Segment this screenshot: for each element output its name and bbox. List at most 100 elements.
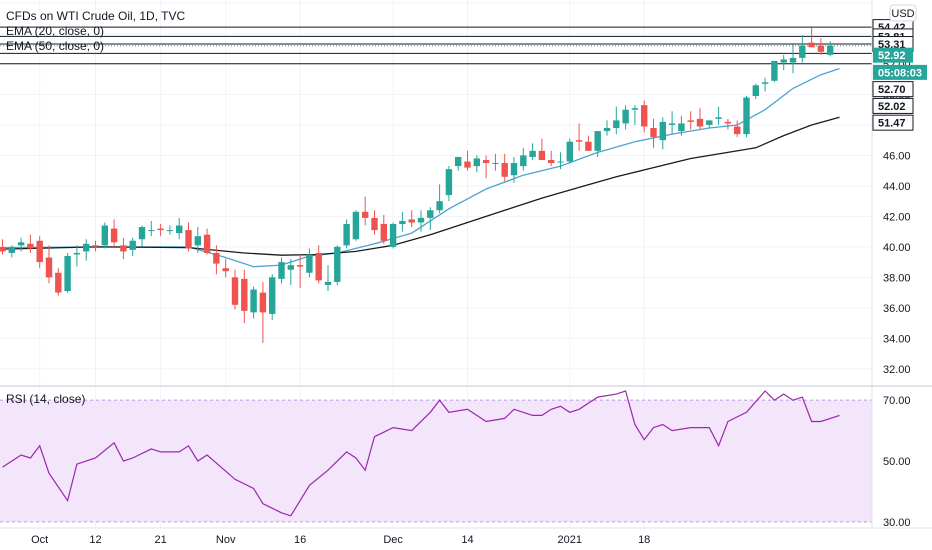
candle-body xyxy=(706,120,713,125)
candle-body xyxy=(445,169,453,196)
candle-body xyxy=(203,234,211,253)
candle xyxy=(287,259,294,285)
candle-body xyxy=(8,246,15,253)
candle-body xyxy=(120,245,127,252)
rsi-pane xyxy=(0,390,872,523)
candle xyxy=(92,240,99,252)
candle xyxy=(827,41,834,57)
candle xyxy=(510,156,518,183)
candle-body xyxy=(64,256,71,292)
candle xyxy=(399,211,406,232)
candle-body xyxy=(761,82,769,84)
candle xyxy=(222,259,229,278)
candle-body xyxy=(492,163,499,165)
candle-body xyxy=(380,224,387,241)
candle-body xyxy=(771,60,778,81)
candle-body xyxy=(752,85,759,96)
candle xyxy=(613,106,620,135)
candle xyxy=(296,254,304,288)
candle-body xyxy=(36,240,43,263)
candle-body xyxy=(101,225,108,246)
candle-body xyxy=(780,59,787,63)
candle-body xyxy=(148,230,155,232)
candle-body xyxy=(241,278,248,311)
candle xyxy=(743,96,750,138)
candle xyxy=(101,222,108,249)
candle-body xyxy=(231,277,239,305)
price-tag: 51.47 xyxy=(872,114,914,131)
candle xyxy=(17,237,25,252)
time-tick-label: Oct xyxy=(31,534,48,546)
candle xyxy=(0,239,6,255)
candle xyxy=(362,196,369,226)
ema20-legend[interactable]: EMA (20, close, 0) xyxy=(6,24,104,38)
candle xyxy=(129,237,136,256)
candle xyxy=(269,274,276,320)
candle xyxy=(464,150,471,171)
price-tag-text: 52.02 xyxy=(878,101,906,113)
candle xyxy=(213,245,220,275)
rsi-tick-label: 30.00 xyxy=(883,517,911,529)
candle-body xyxy=(696,118,704,127)
candle xyxy=(603,120,611,136)
candle-body xyxy=(613,120,620,128)
candle xyxy=(250,286,257,319)
candle xyxy=(557,152,564,170)
candle xyxy=(120,237,127,260)
candle xyxy=(482,155,490,179)
candle xyxy=(724,118,732,130)
time-tick-label: 14 xyxy=(461,534,473,546)
candle-body xyxy=(185,230,192,249)
candle xyxy=(566,138,573,164)
price-tag-bg xyxy=(872,114,914,131)
time-tick-label: 16 xyxy=(294,534,306,546)
candle xyxy=(194,227,201,253)
price-tag: 52.92 xyxy=(873,47,913,63)
candle xyxy=(315,245,322,284)
candle-body xyxy=(138,227,146,240)
candle xyxy=(696,108,704,130)
candle xyxy=(55,268,62,296)
time-tick-label: Nov xyxy=(216,534,236,546)
price-tick-label: 38.00 xyxy=(883,272,911,284)
candle-body xyxy=(668,123,676,125)
price-tick-label: 42.00 xyxy=(883,211,911,223)
candle-body xyxy=(575,140,583,142)
price-tick-label: 40.00 xyxy=(883,242,911,254)
currency-badge[interactable] xyxy=(889,4,917,22)
candle xyxy=(445,166,453,202)
candle-body xyxy=(129,240,136,250)
candle xyxy=(389,222,397,249)
candle xyxy=(455,156,462,171)
candle-body xyxy=(259,292,267,313)
price-tag-text: 52.70 xyxy=(878,84,906,96)
price-tag: 52.70 xyxy=(872,81,914,98)
candle xyxy=(324,265,332,292)
candle-body xyxy=(622,109,629,124)
candle-body xyxy=(585,141,592,151)
chart-title: CFDs on WTI Crude Oil, 1D, TVC xyxy=(6,9,185,23)
candle xyxy=(622,105,629,130)
candle xyxy=(501,153,508,182)
candle xyxy=(138,225,146,247)
candle xyxy=(687,111,694,130)
time-tick-label: 18 xyxy=(638,534,650,546)
candle xyxy=(157,224,164,237)
rsi-legend[interactable]: RSI (14, close) xyxy=(6,392,85,406)
candle-body xyxy=(278,262,285,279)
candle-body xyxy=(455,156,462,167)
candle xyxy=(36,236,43,269)
rsi-line xyxy=(2,390,840,517)
candle-body xyxy=(408,219,415,223)
candle-body xyxy=(734,126,741,135)
ema50-legend[interactable]: EMA (50, close, 0) xyxy=(6,39,104,53)
candle xyxy=(203,228,211,255)
candle-body xyxy=(557,161,564,163)
price-tag: 05:08:03 xyxy=(873,64,927,80)
candle xyxy=(408,210,415,228)
candle-body xyxy=(436,201,443,211)
candle-body xyxy=(269,277,276,314)
rsi-tick-label: 70.00 xyxy=(883,395,911,407)
time-tick-label: 12 xyxy=(89,534,101,546)
candle-body xyxy=(306,254,313,273)
